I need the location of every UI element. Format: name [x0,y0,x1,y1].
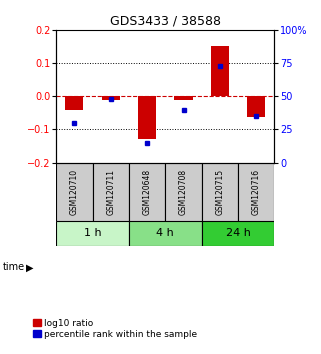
Text: 4 h: 4 h [156,228,174,239]
Bar [56,162,92,221]
Bar [65,96,83,110]
Bar [174,96,193,99]
Title: GDS3433 / 38588: GDS3433 / 38588 [110,15,221,28]
Text: time: time [3,262,25,272]
Text: ▶: ▶ [26,262,33,272]
Text: GSM120710: GSM120710 [70,169,79,215]
Bar [238,162,274,221]
Bar [165,162,202,221]
Bar [247,96,265,117]
Bar [129,162,165,221]
Text: GSM120715: GSM120715 [215,169,224,215]
Text: GSM120716: GSM120716 [252,169,261,215]
Bar [129,221,202,246]
Bar [138,96,156,139]
Bar [202,162,238,221]
Bar [56,221,129,246]
Bar [92,162,129,221]
Bar [211,46,229,96]
Text: GSM120648: GSM120648 [143,169,152,215]
Legend: log10 ratio, percentile rank within the sample: log10 ratio, percentile rank within the … [33,319,197,339]
Text: 24 h: 24 h [226,228,250,239]
Bar [102,96,120,100]
Text: GSM120711: GSM120711 [106,169,115,215]
Text: GSM120708: GSM120708 [179,169,188,215]
Text: 1 h: 1 h [84,228,101,239]
Bar [202,221,274,246]
